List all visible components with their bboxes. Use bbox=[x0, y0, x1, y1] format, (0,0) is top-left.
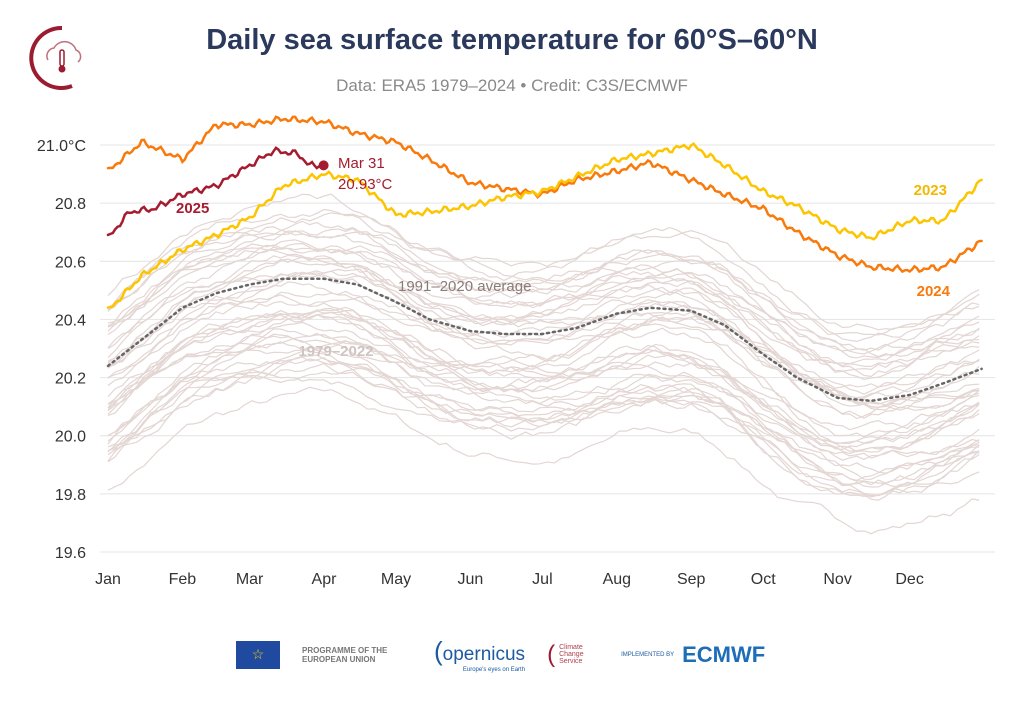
x-tick-label: Feb bbox=[169, 571, 197, 588]
x-tick-label: Jun bbox=[458, 571, 484, 588]
eu-flag-icon: ☆ bbox=[236, 640, 280, 669]
annotation-date: Mar 31 bbox=[338, 155, 385, 172]
x-tick-label: Nov bbox=[823, 571, 851, 588]
background-year-line bbox=[107, 334, 980, 445]
c3s-logo bbox=[29, 25, 82, 90]
footer-logos: ☆ PROGRAMME OF THE EUROPEAN UNION (opern… bbox=[236, 636, 765, 673]
background-year-line bbox=[107, 306, 980, 438]
background-year-line bbox=[107, 344, 980, 486]
background-label: 1979–2022 bbox=[298, 343, 373, 360]
background-year-line bbox=[107, 371, 980, 487]
background-year-line bbox=[107, 258, 980, 395]
background-year-line bbox=[107, 208, 980, 336]
y-tick-label: 20.2 bbox=[55, 371, 86, 388]
plot-area: 19.6 19.8 20.0 20.2 20.4 20.6 20.8 21.0°C Jan Feb… bbox=[37, 115, 995, 588]
x-tick-label: Jul bbox=[532, 571, 552, 588]
series-line-2025 bbox=[106, 146, 323, 237]
annotation-value: 20.93°C bbox=[338, 176, 393, 193]
copernicus-tagline: Europe's eyes on Earth bbox=[462, 667, 526, 673]
c3s-text: Climate Change Service bbox=[559, 644, 584, 665]
x-tick-label: Sep bbox=[677, 571, 706, 588]
background-year-line bbox=[107, 227, 980, 351]
chart-subtitle: Data: ERA5 1979–2024 • Credit: C3S/ECMWF bbox=[336, 76, 688, 95]
background-year-line bbox=[107, 226, 980, 378]
background-year-line bbox=[107, 308, 980, 445]
background-year-line bbox=[107, 245, 980, 358]
series-line-2023 bbox=[106, 142, 983, 309]
implemented-by: IMPLEMENTED BY bbox=[621, 651, 675, 658]
x-tick-label: May bbox=[381, 571, 411, 588]
background-year-line bbox=[107, 239, 980, 380]
background-year-line bbox=[107, 362, 980, 497]
background-year-line bbox=[107, 332, 980, 474]
copernicus-logo: (opernicus Europe's eyes on Earth bbox=[434, 636, 526, 673]
ecmwf-logo: ECMWF bbox=[682, 641, 766, 667]
latest-point-marker bbox=[318, 160, 329, 171]
x-tick-label: Dec bbox=[895, 571, 923, 588]
background-year-line bbox=[107, 333, 980, 497]
background-year-line bbox=[107, 256, 980, 403]
background-year-line bbox=[107, 310, 980, 453]
average-label: 1991–2020 average bbox=[398, 278, 531, 295]
c3s-footer-logo: (Climate Change Service bbox=[547, 641, 599, 669]
x-tick-label: Apr bbox=[312, 571, 338, 588]
background-year-line bbox=[107, 294, 980, 420]
x-tick-label: Jan bbox=[95, 571, 121, 588]
background-year-line bbox=[107, 321, 980, 431]
eu-programme-text: PROGRAMME OF THE EUROPEAN UNION bbox=[302, 645, 388, 664]
copernicus-text: opernicus bbox=[442, 644, 526, 665]
background-year-line bbox=[107, 254, 980, 399]
x-tick-label: Oct bbox=[751, 571, 776, 588]
y-tick-label: 21.0°C bbox=[37, 138, 86, 155]
background-year-line bbox=[107, 386, 980, 535]
background-year-line bbox=[107, 367, 980, 480]
background-year-line bbox=[107, 328, 980, 455]
label-2023: 2023 bbox=[914, 182, 947, 199]
background-year-line bbox=[107, 356, 980, 498]
y-tick-label: 20.6 bbox=[55, 254, 86, 271]
background-year-line bbox=[107, 243, 980, 368]
y-tick-label: 19.6 bbox=[55, 545, 86, 562]
label-2024: 2024 bbox=[917, 283, 951, 300]
background-year-line bbox=[107, 346, 980, 459]
chart-title: Daily sea surface temperature for 60°S–6… bbox=[206, 24, 818, 56]
background-year-line bbox=[107, 354, 980, 488]
x-tick-label: Mar bbox=[236, 571, 264, 588]
series-line-19912020average bbox=[106, 277, 983, 403]
y-tick-label: 20.0 bbox=[55, 429, 86, 446]
background-year-line bbox=[107, 212, 980, 331]
background-year-line bbox=[107, 313, 980, 461]
background-year-line bbox=[107, 273, 980, 406]
label-2025: 2025 bbox=[176, 200, 209, 217]
y-tick-label: 19.8 bbox=[55, 487, 86, 504]
background-year-line bbox=[107, 243, 980, 359]
y-tick-label: 20.4 bbox=[55, 312, 86, 329]
y-tick-label: 20.8 bbox=[55, 196, 86, 213]
x-tick-label: Aug bbox=[603, 571, 631, 588]
series-line-2024 bbox=[106, 115, 983, 274]
